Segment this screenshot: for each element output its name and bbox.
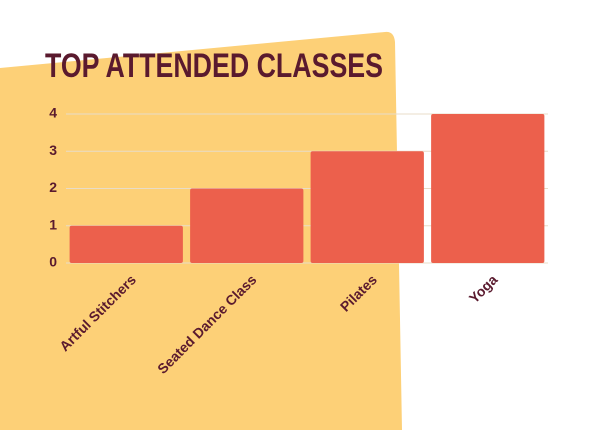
bar (69, 225, 183, 263)
bar (431, 114, 545, 263)
y-tick-label: 4 (49, 105, 57, 121)
x-tick-label: Yoga (466, 271, 501, 306)
chart-title: TOP ATTENDED CLASSES (45, 47, 383, 85)
bar (310, 151, 424, 263)
y-tick-label: 0 (49, 254, 57, 270)
y-tick-label: 2 (49, 179, 57, 195)
y-tick-label: 1 (49, 216, 57, 232)
y-tick-label: 3 (49, 142, 57, 158)
bar (190, 188, 304, 263)
